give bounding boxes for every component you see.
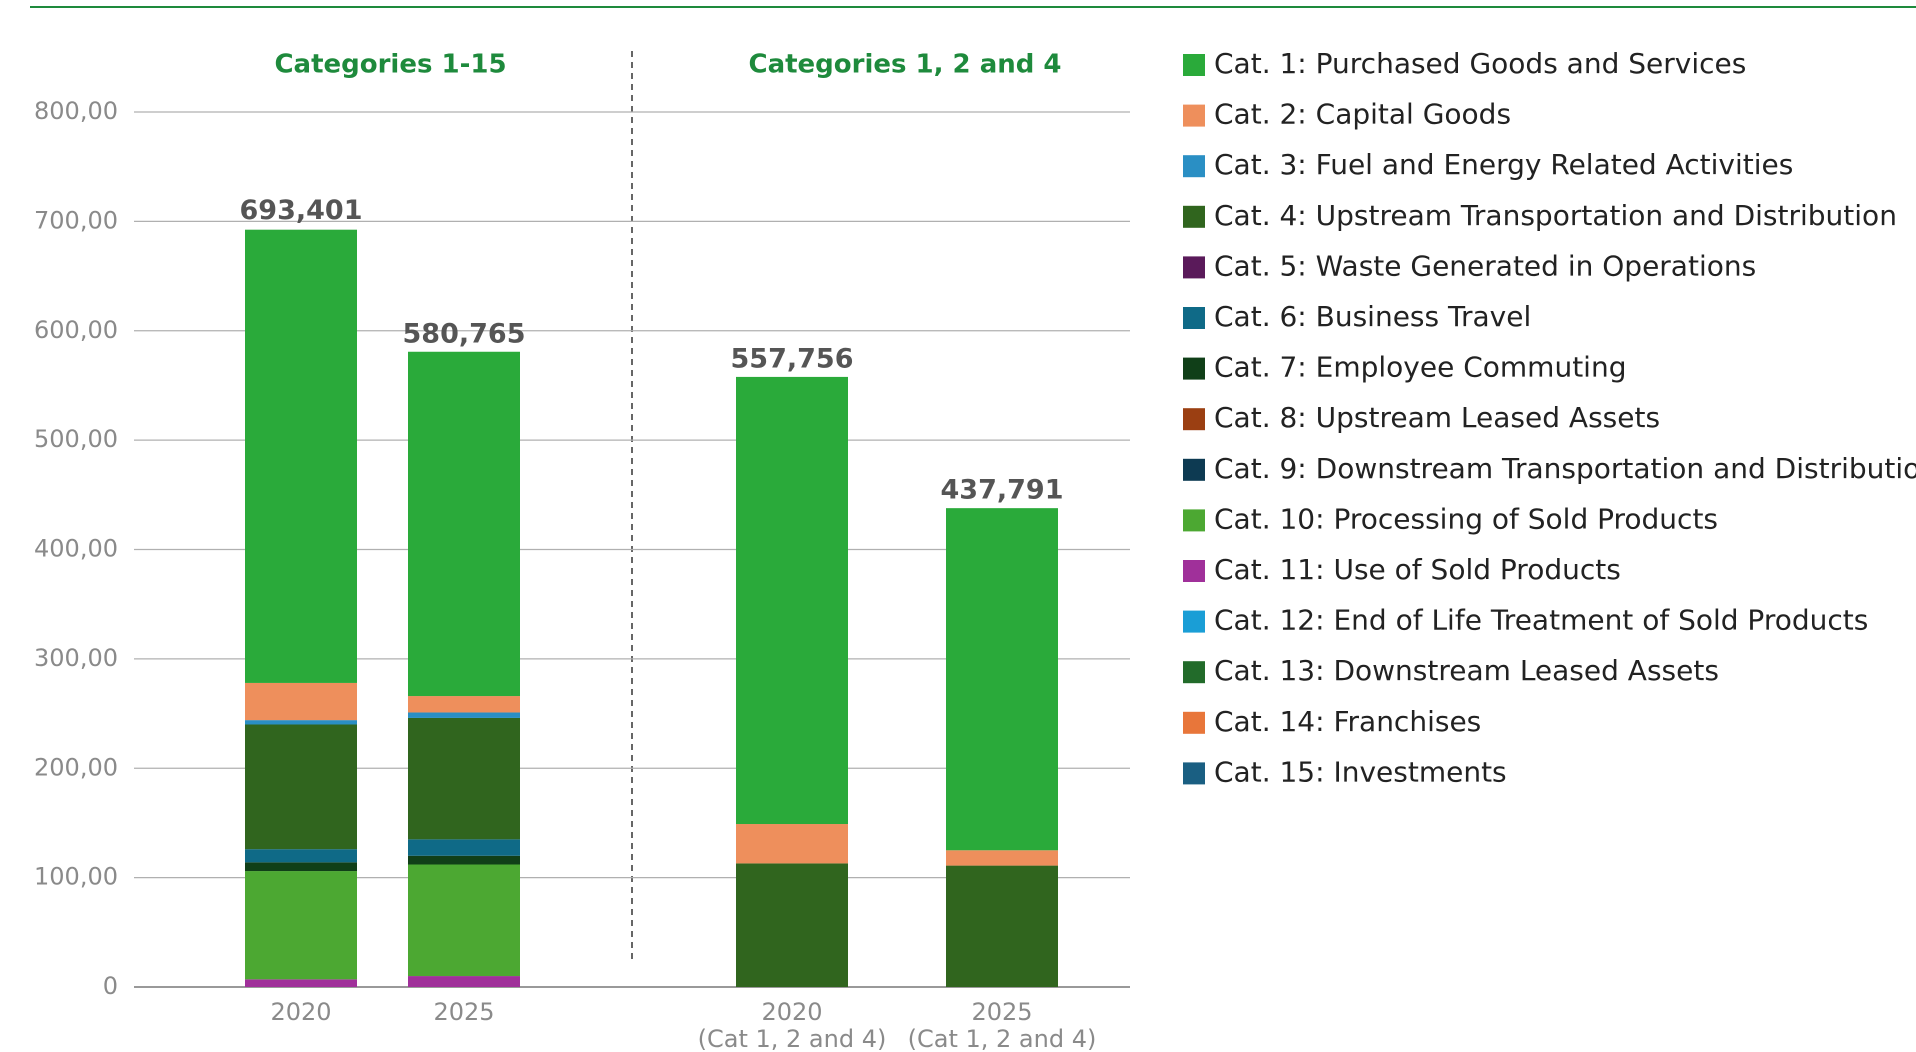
legend-label: Cat. 3: Fuel and Energy Related Activiti… (1214, 148, 1793, 181)
bar-segment (736, 824, 848, 864)
y-tick-label: 700,00 (34, 206, 118, 234)
legend-label: Cat. 8: Upstream Leased Assets (1214, 401, 1660, 434)
legend-swatch (1183, 357, 1205, 380)
y-tick-label: 400,00 (34, 535, 118, 563)
legend-label: Cat. 5: Waste Generated in Operations (1214, 249, 1756, 282)
legend-label: Cat. 7: Employee Commuting (1214, 351, 1626, 384)
legend-label: Cat. 12: End of Life Treatment of Sold P… (1214, 604, 1868, 637)
legend-label: Cat. 2: Capital Goods (1214, 98, 1511, 131)
y-tick-label: 600,00 (34, 316, 118, 344)
legend-swatch (1183, 104, 1205, 127)
bar-segment (245, 979, 357, 987)
legend-swatch (1183, 711, 1205, 734)
x-tick-label: 2020 (270, 998, 331, 1026)
legend-swatch (1183, 256, 1205, 279)
y-tick-label: 200,00 (34, 753, 118, 781)
legend-swatch (1183, 762, 1205, 785)
legend-label: Cat. 6: Business Travel (1214, 300, 1531, 333)
bar-segment (408, 976, 520, 987)
legend-swatch (1183, 155, 1205, 178)
total-label: 693,401 (240, 195, 363, 226)
legend-label: Cat. 9: Downstream Transportation and Di… (1214, 452, 1916, 485)
bar-segment (245, 849, 357, 863)
bar-segment (736, 376, 848, 825)
bar-segment (408, 839, 520, 856)
bar-segment (245, 724, 357, 850)
legend-swatch (1183, 205, 1205, 228)
legend-swatch (1183, 408, 1205, 431)
bar-segment (245, 862, 357, 872)
y-tick-label: 300,00 (34, 644, 118, 672)
legend-swatch (1183, 509, 1205, 532)
legend-swatch (1183, 610, 1205, 633)
bar-segment (408, 712, 520, 718)
legend-swatch (1183, 661, 1205, 684)
bar-segment (408, 696, 520, 713)
legend-swatch (1183, 54, 1205, 76)
legend-label: Cat. 11: Use of Sold Products (1214, 553, 1621, 586)
y-tick-label: 500,00 (34, 425, 118, 453)
legend-label: Cat. 4: Upstream Transportation and Dist… (1214, 199, 1897, 232)
x-tick-note: (Cat 1, 2 and 4) (908, 1025, 1097, 1052)
bar-segment (245, 720, 357, 725)
total-label: 557,756 (731, 343, 854, 374)
bar-segment (946, 508, 1058, 851)
bar-segment (408, 351, 520, 697)
bar-segment (408, 717, 520, 840)
y-tick-label: 100,00 (34, 863, 118, 891)
bar-segment (736, 863, 848, 987)
x-tick-label: 2020 (761, 998, 822, 1026)
legend-label: Cat. 1: Purchased Goods and Services (1214, 47, 1746, 80)
bar-segment (245, 682, 357, 721)
legend-label: Cat. 14: Franchises (1214, 705, 1481, 738)
x-tick-note: (Cat 1, 2 and 4) (698, 1025, 887, 1052)
total-label: 580,765 (403, 318, 526, 349)
legend-label: Cat. 10: Processing of Sold Products (1214, 502, 1718, 535)
y-tick-label: 0 (103, 972, 118, 1000)
x-tick-label: 2025 (971, 998, 1032, 1026)
legend-swatch (1183, 560, 1205, 582)
legend-label: Cat. 13: Downstream Leased Assets (1214, 654, 1719, 687)
y-tick-label: 800,00 (34, 97, 118, 125)
bar-segment (245, 871, 357, 980)
bar-segment (245, 229, 357, 683)
legend-label: Cat. 15: Investments (1214, 755, 1507, 788)
bar-segment (946, 850, 1058, 866)
legend-swatch (1183, 307, 1205, 329)
x-tick-label: 2025 (433, 998, 494, 1026)
bar-segment (408, 855, 520, 865)
bar-segment (946, 865, 1058, 987)
bar-segment (408, 864, 520, 977)
total-label: 437,791 (941, 475, 1064, 506)
group-title: Categories 1, 2 and 4 (748, 50, 1061, 80)
legend-swatch (1183, 458, 1205, 481)
group-title: Categories 1-15 (274, 50, 506, 80)
